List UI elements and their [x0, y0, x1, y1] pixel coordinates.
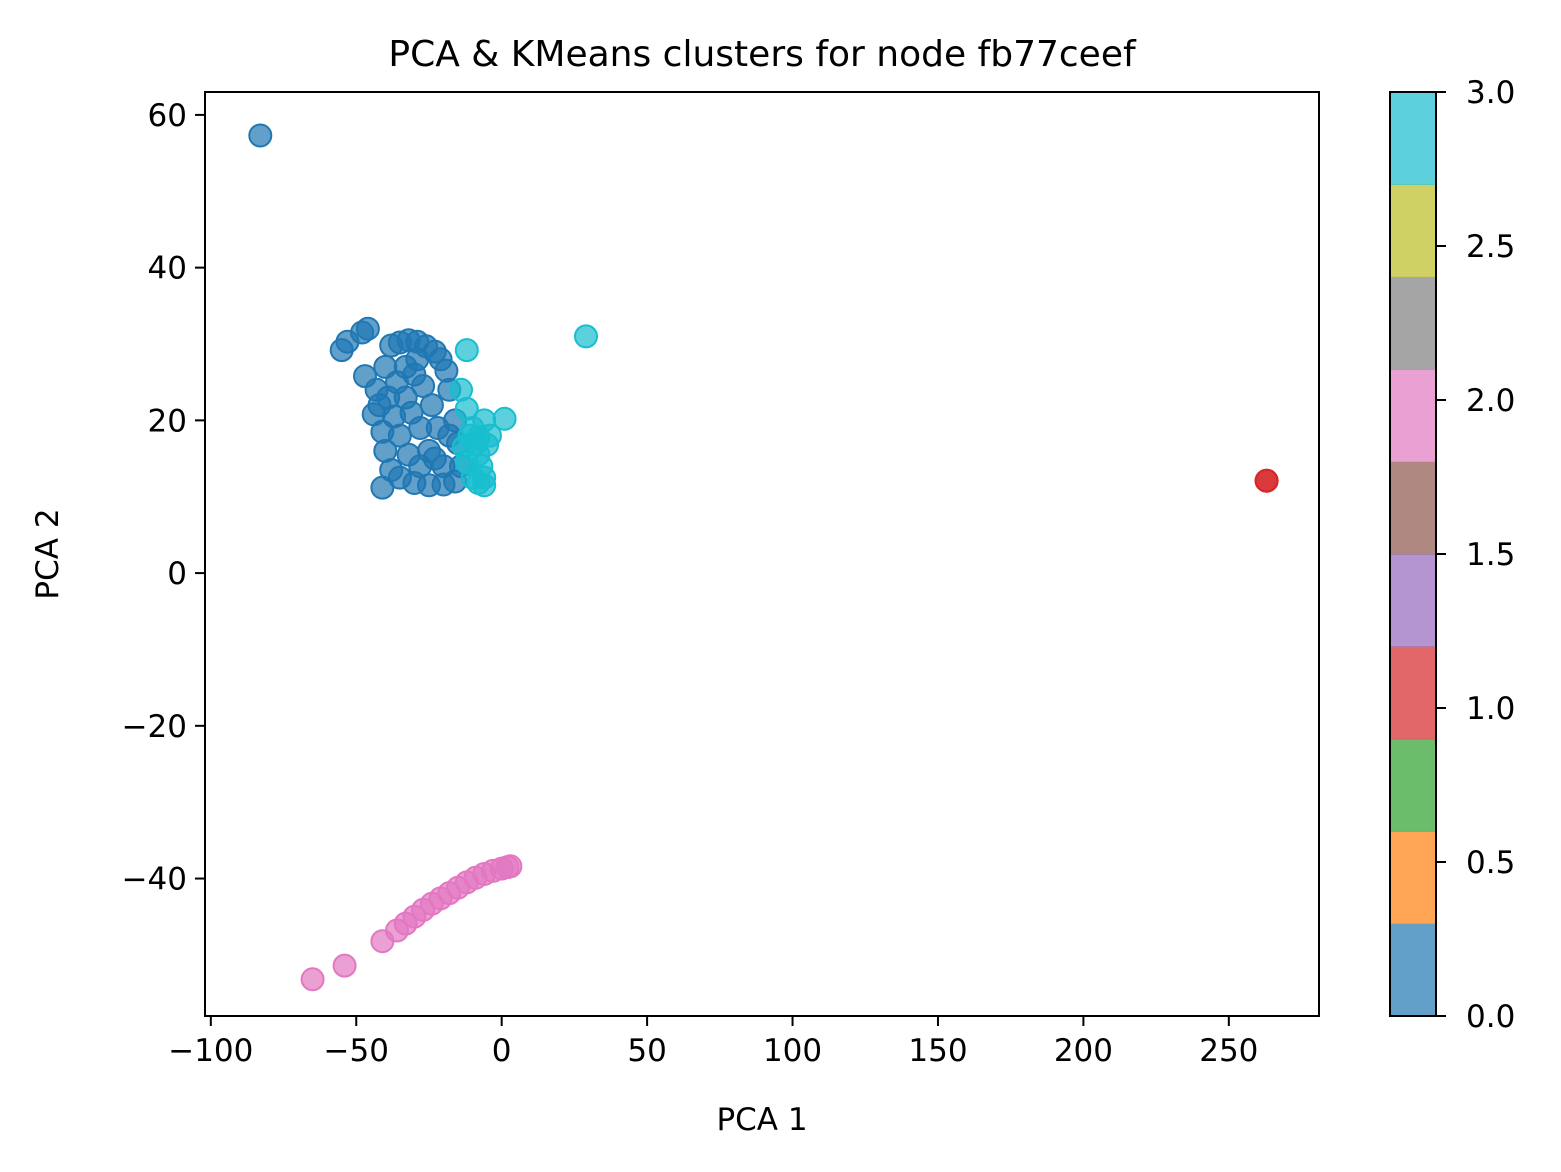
point-cluster-2	[300, 967, 325, 992]
scatter-points	[248, 123, 1279, 992]
x-axis-ticks: −100 −50 0 50 100 150 200 250	[168, 1016, 1258, 1069]
colorbar-segment	[1390, 831, 1436, 925]
colorbar-segment	[1390, 646, 1436, 740]
point-cluster-0	[248, 123, 273, 148]
colorbar-tick-label: 3.0	[1466, 75, 1515, 111]
point-cluster-0	[408, 416, 433, 440]
point-cluster-3	[574, 324, 598, 349]
point-cluster-0	[393, 385, 418, 410]
y-tick-label: −40	[122, 862, 187, 898]
y-tick-label: −20	[122, 709, 187, 745]
colorbar-segment	[1390, 276, 1436, 370]
colorbar-segment	[1390, 554, 1436, 647]
y-tick-label: 60	[148, 98, 187, 134]
y-axis-label: PCA 2	[30, 508, 66, 599]
colorbar-segment	[1390, 461, 1436, 555]
colorbar-tick-label: 1.0	[1466, 691, 1515, 727]
point-cluster-3	[454, 338, 479, 363]
colorbar-tick-label: 0.5	[1466, 845, 1515, 881]
colorbar: 0.0 0.5 1.0 1.5 2.0 2.5 3.0	[1389, 75, 1515, 1035]
colorbar-segment	[1390, 738, 1436, 832]
point-cluster-1	[1254, 468, 1279, 493]
x-tick-label: −50	[324, 1033, 389, 1069]
colorbar-tick-label: 2.5	[1466, 229, 1515, 265]
x-tick-label: 200	[1054, 1033, 1113, 1069]
x-tick-label: 50	[627, 1033, 666, 1069]
colorbar-segment	[1390, 184, 1436, 278]
x-tick-label: 100	[763, 1033, 822, 1069]
colorbar-segment	[1390, 92, 1436, 185]
colorbar-tick-label: 0.0	[1466, 999, 1515, 1035]
chart-title: PCA & KMeans clusters for node fb77ceef	[388, 34, 1137, 75]
y-tick-label: 20	[148, 403, 187, 439]
x-tick-label: 150	[908, 1033, 967, 1069]
y-tick-label: 40	[148, 251, 187, 287]
colorbar-segment	[1390, 923, 1436, 1017]
colorbar-tick-label: 1.5	[1466, 537, 1515, 573]
x-axis-label: PCA 1	[716, 1102, 807, 1138]
point-cluster-3	[466, 425, 491, 450]
colorbar-segment	[1390, 369, 1436, 463]
colorbar-tick-label: 2.0	[1466, 383, 1515, 419]
x-tick-label: 250	[1199, 1033, 1258, 1069]
point-cluster-2	[332, 953, 357, 978]
y-tick-label: 0	[167, 556, 187, 592]
point-cluster-0	[355, 316, 380, 341]
point-cluster-0	[405, 347, 430, 372]
x-tick-label: −100	[168, 1033, 253, 1069]
point-cluster-0	[419, 393, 444, 418]
x-tick-label: 0	[492, 1033, 512, 1069]
point-cluster-2	[498, 854, 523, 879]
y-axis-ticks: −40 −20 0 20 40 60	[122, 98, 205, 898]
point-cluster-0	[431, 454, 456, 479]
plot-frame	[204, 91, 1320, 1017]
